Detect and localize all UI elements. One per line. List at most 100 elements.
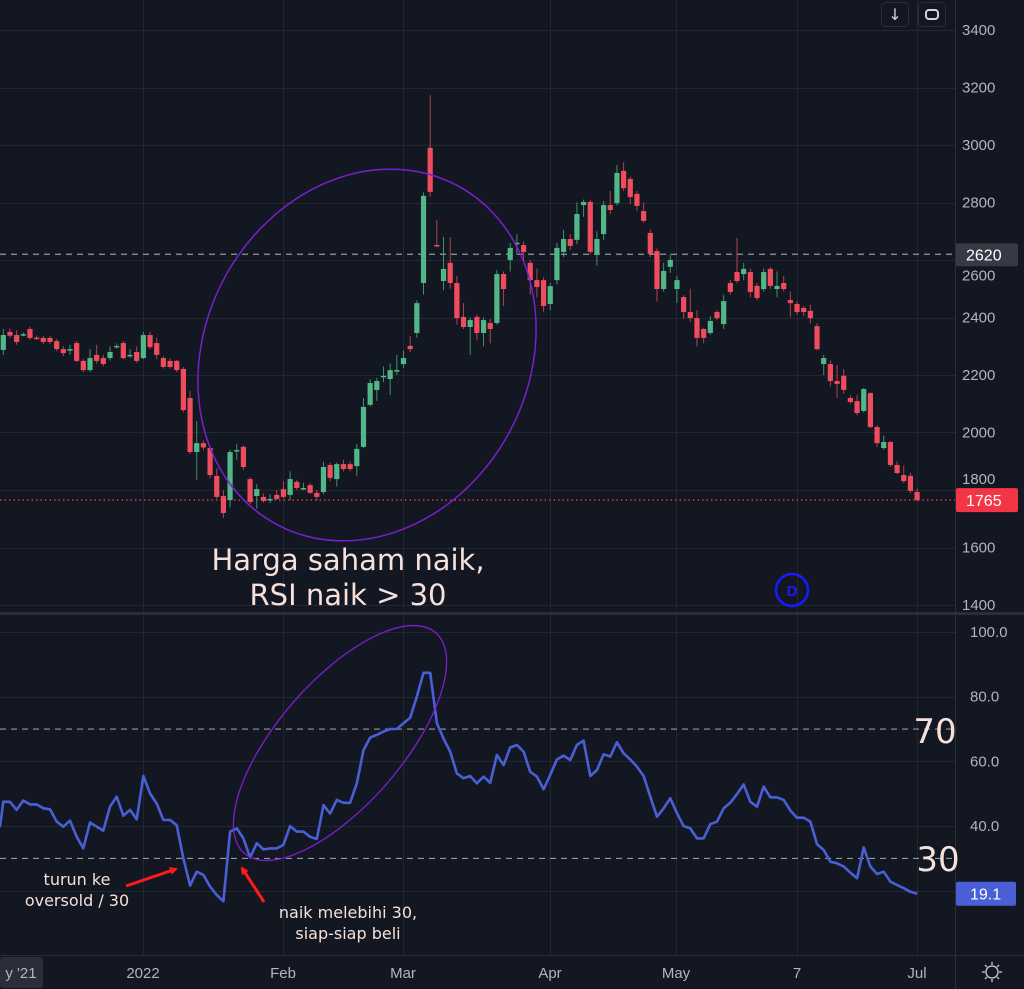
candle-body <box>100 358 106 365</box>
candle-body <box>534 280 540 288</box>
price-tick-label: 1800 <box>962 471 995 488</box>
candle-body <box>781 283 787 290</box>
candle <box>747 268 753 298</box>
candle-body <box>314 492 320 497</box>
candle <box>374 377 380 401</box>
candle-body <box>367 383 373 405</box>
candle-body <box>154 343 160 355</box>
candle <box>380 366 387 383</box>
candle-body <box>240 446 247 467</box>
candle <box>194 421 200 480</box>
candle-body <box>627 178 633 198</box>
annotation-price-line2: RSI naik > 30 <box>250 578 447 612</box>
candle-body <box>74 343 80 361</box>
dividend-event-marker[interactable]: D <box>774 572 810 608</box>
candle-body <box>554 247 560 281</box>
candle <box>527 260 533 295</box>
candle <box>307 482 313 495</box>
candle <box>400 350 407 368</box>
candle <box>207 446 213 479</box>
candle-body <box>834 381 840 384</box>
candle <box>854 395 860 416</box>
rsi-axis[interactable]: 100.0 80.0 60.0 40.0 19.1 <box>956 624 1016 906</box>
settings-button[interactable] <box>982 962 1002 982</box>
candle-body <box>107 352 113 359</box>
candle <box>681 295 687 319</box>
candle-body <box>707 320 713 334</box>
candle <box>394 354 400 375</box>
candle <box>414 300 420 338</box>
candle-body <box>867 393 873 428</box>
candle-body <box>254 489 260 497</box>
candle-body <box>887 441 894 465</box>
rsi-pane <box>0 671 918 903</box>
candle-body <box>67 349 73 351</box>
candle <box>694 310 700 347</box>
candle <box>120 341 126 360</box>
candle <box>300 482 307 490</box>
candle-body <box>654 251 660 290</box>
candle-body <box>340 464 347 470</box>
candle <box>287 471 293 501</box>
candle <box>0 329 6 355</box>
candle-body <box>494 274 500 323</box>
candle <box>734 237 740 283</box>
candle <box>54 339 60 352</box>
annotation-cross-line2: siap-siap beli <box>295 924 400 943</box>
candle <box>914 488 920 502</box>
candle <box>887 441 894 467</box>
candle <box>200 440 206 451</box>
candle-body <box>634 193 640 206</box>
candle <box>647 229 653 258</box>
candle <box>661 262 667 292</box>
candle <box>74 341 80 363</box>
candle <box>240 445 247 470</box>
candle <box>354 444 360 476</box>
candle-body <box>300 487 307 490</box>
candle <box>881 435 887 450</box>
candle <box>767 267 773 289</box>
candle-body <box>507 247 513 260</box>
candle <box>514 234 520 255</box>
price-axis[interactable]: 3400 3200 3000 2800 2600 2400 2200 2000 1800 1600… <box>956 22 1018 614</box>
fullscreen-button[interactable] <box>918 2 946 27</box>
candle <box>754 283 760 301</box>
candle-body <box>547 286 553 304</box>
candle-body <box>741 268 747 275</box>
scroll-to-latest-button[interactable]: ↓ <box>881 2 909 27</box>
candle-body <box>601 205 607 235</box>
candle-body <box>480 320 487 334</box>
candle-body <box>127 354 133 357</box>
time-axis[interactable]: y '21 2022 Feb Mar Apr May 7 Jul <box>0 957 927 988</box>
candle <box>174 360 180 373</box>
rsi-tick-label: 100.0 <box>970 624 1008 641</box>
price-tick-label: 1600 <box>962 540 995 557</box>
candle <box>814 323 820 351</box>
candle <box>480 317 487 347</box>
candle <box>140 331 146 360</box>
time-tick-label: Apr <box>538 965 561 982</box>
candle-body <box>694 318 700 338</box>
candle <box>67 344 73 355</box>
level-70-annotation: 70 <box>913 712 956 752</box>
candle <box>227 449 233 508</box>
candle <box>320 461 327 495</box>
candle <box>234 444 240 460</box>
candle-body <box>374 381 380 390</box>
candle <box>540 277 547 312</box>
candle <box>621 162 627 191</box>
candle-body <box>94 354 100 361</box>
candle-body <box>594 239 600 254</box>
candle <box>807 304 813 324</box>
candle <box>107 346 113 361</box>
candle <box>894 461 900 475</box>
candle-body <box>394 370 400 372</box>
candle-body <box>514 242 520 245</box>
candle-body <box>914 492 920 501</box>
candle-body <box>821 358 827 365</box>
candle <box>220 490 227 518</box>
candle <box>867 392 873 429</box>
candle-body <box>527 262 533 281</box>
candle-body <box>607 205 613 210</box>
